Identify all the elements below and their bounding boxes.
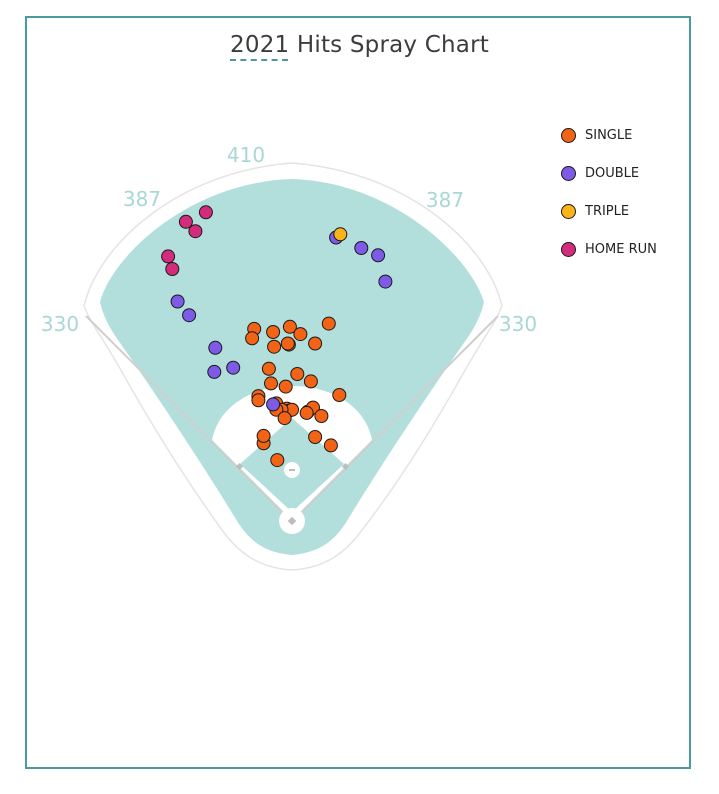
- hit-point-single: [270, 453, 285, 468]
- hit-point-double: [208, 340, 223, 355]
- hit-point-single: [251, 393, 266, 408]
- legend-swatch-single: [561, 127, 576, 143]
- legend-label-triple: TRIPLE: [585, 203, 630, 219]
- hit-point-home-run: [188, 224, 203, 239]
- hit-point-double: [354, 241, 369, 255]
- distance-center: 410: [227, 143, 265, 167]
- hit-point-double: [207, 364, 222, 379]
- legend-swatch-triple: [561, 203, 576, 219]
- hit-point-single: [303, 374, 318, 389]
- hit-point-single: [278, 379, 293, 394]
- left-foul-line: [85, 315, 293, 523]
- hit-point-double: [170, 294, 185, 309]
- first-base: [341, 462, 350, 471]
- hit-point-single: [290, 367, 305, 381]
- hit-point-single: [323, 438, 338, 453]
- distance-left-center: 387: [123, 187, 161, 211]
- legend-item-single: SINGLE: [561, 116, 657, 154]
- hit-point-single: [282, 319, 297, 334]
- hit-point-triple: [333, 227, 348, 242]
- hit-point-single: [332, 388, 347, 402]
- hit-point-single: [256, 428, 271, 443]
- pitchers-rubber: [289, 469, 295, 471]
- legend-label-double: DOUBLE: [585, 165, 640, 181]
- hit-point-single: [280, 336, 295, 351]
- home-plate: [287, 516, 297, 526]
- legend-swatch-double: [561, 165, 576, 181]
- legend-item-triple: TRIPLE: [561, 192, 657, 230]
- hit-point-single: [308, 336, 323, 351]
- hit-point-double: [266, 397, 281, 412]
- hit-point-double: [182, 308, 197, 323]
- distance-right-line: 330: [499, 312, 537, 336]
- hit-point-home-run: [165, 262, 180, 276]
- hit-point-home-run: [198, 205, 213, 220]
- third-base: [235, 462, 244, 471]
- hit-point-single: [308, 430, 323, 444]
- right-foul-line: [291, 315, 499, 523]
- hit-point-double: [378, 274, 393, 289]
- hit-point-double: [371, 248, 386, 263]
- title-wrap: 2021 Hits Spray Chart: [0, 32, 719, 58]
- hit-point-single: [264, 376, 278, 391]
- legend-swatch-home-run: [561, 241, 576, 257]
- legend-label-single: SINGLE: [585, 127, 633, 143]
- legend-label-home-run: HOME RUN: [585, 241, 657, 257]
- hit-point-single: [314, 409, 329, 423]
- legend: SINGLE DOUBLE TRIPLE HOME RUN: [561, 116, 657, 268]
- hit-point-single: [293, 327, 308, 342]
- hit-point-single: [277, 411, 292, 426]
- distance-left-line: 330: [41, 312, 79, 336]
- hit-point-single: [245, 331, 260, 346]
- hit-point-home-run: [178, 214, 193, 229]
- hit-point-home-run: [161, 249, 176, 264]
- distance-right-center: 387: [426, 188, 464, 212]
- chart-title: 2021 Hits Spray Chart: [230, 32, 489, 58]
- outfield-grass: [100, 179, 484, 555]
- hit-point-single: [266, 325, 281, 339]
- hit-point-single: [299, 405, 314, 420]
- hit-point-single: [267, 339, 282, 354]
- hit-point-single: [321, 316, 336, 331]
- hit-points: [161, 205, 393, 468]
- hit-point-double: [226, 360, 241, 375]
- legend-item-home-run: HOME RUN: [561, 230, 657, 268]
- legend-item-double: DOUBLE: [561, 154, 657, 192]
- title-underline: [230, 59, 289, 61]
- hit-point-single: [261, 361, 276, 376]
